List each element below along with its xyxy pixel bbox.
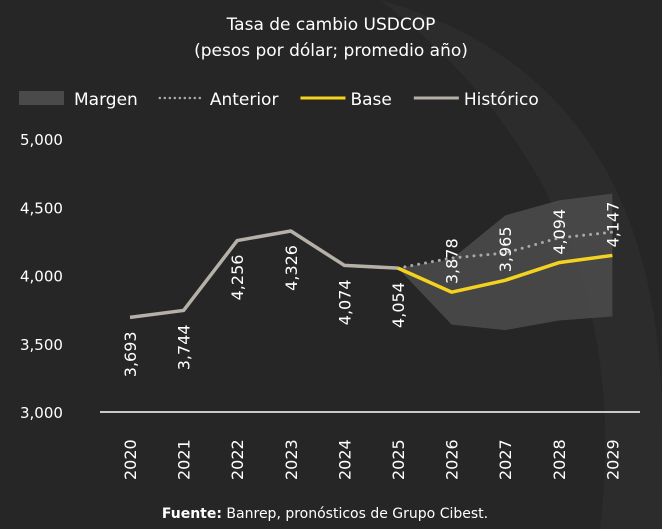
source-text: Banrep, pronósticos de Grupo Cibest. — [222, 506, 488, 522]
data-label: 4,256 — [228, 255, 247, 301]
data-label: 4,094 — [550, 209, 569, 255]
data-label: 3,693 — [121, 331, 140, 377]
data-label: 3,744 — [175, 324, 194, 370]
legend-label: Margen — [74, 90, 138, 110]
x-tick-label: 2026 — [443, 439, 462, 480]
legend-label: Anterior — [210, 90, 279, 110]
data-label: 3,878 — [443, 238, 462, 284]
historico-line — [129, 229, 399, 320]
data-label: 4,147 — [603, 202, 622, 248]
x-tick-label: 2029 — [603, 439, 622, 480]
data-label: 3,965 — [496, 226, 515, 272]
y-tick-label: 3,500 — [20, 336, 63, 354]
legend-swatch-margen — [19, 91, 64, 105]
data-label: 4,326 — [282, 245, 301, 291]
base-line — [397, 253, 613, 294]
x-tick-label: 2027 — [496, 439, 515, 480]
data-label: 4,054 — [389, 282, 408, 328]
x-tick-label: 2022 — [228, 439, 247, 480]
x-tick-label: 2023 — [282, 439, 301, 480]
plot-area: 3,000 3,500 4,000 4,500 5,000 2020 2021 2022 202… — [20, 131, 640, 480]
legend-label: Histórico — [464, 90, 539, 110]
x-tick-label: 2020 — [121, 439, 140, 480]
x-tick-label: 2024 — [335, 439, 354, 480]
legend-label: Base — [350, 90, 391, 110]
chart-subtitle: (pesos por dólar; promedio año) — [194, 41, 468, 61]
x-tick-label: 2021 — [175, 439, 194, 480]
anterior-line — [396, 230, 614, 270]
margen-band — [398, 193, 613, 331]
data-label: 4,074 — [335, 279, 354, 325]
source-note: Fuente: Banrep, pronósticos de Grupo Cib… — [162, 506, 488, 522]
x-tick-label: 2025 — [389, 439, 408, 480]
chart-title: Tasa de cambio USDCOP — [226, 15, 436, 35]
y-tick-label: 4,000 — [20, 268, 63, 286]
source-label: Fuente: — [162, 506, 222, 522]
y-tick-label: 5,000 — [20, 131, 63, 149]
x-tick-label: 2028 — [550, 439, 569, 480]
legend: Margen Anterior Base Histórico — [19, 90, 539, 110]
y-tick-label: 4,500 — [20, 199, 63, 217]
y-tick-label: 3,000 — [20, 404, 63, 422]
